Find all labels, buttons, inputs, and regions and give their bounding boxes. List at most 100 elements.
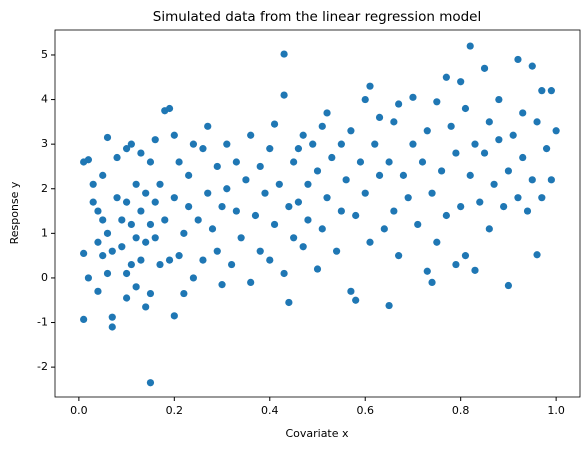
point xyxy=(151,234,159,242)
point xyxy=(552,127,560,135)
point xyxy=(447,122,455,130)
point xyxy=(385,158,393,166)
point xyxy=(380,225,388,233)
point xyxy=(299,131,307,139)
point xyxy=(299,243,307,251)
point xyxy=(461,104,470,113)
point xyxy=(418,158,427,166)
point xyxy=(366,82,374,90)
point xyxy=(514,194,522,202)
point xyxy=(146,158,155,166)
point xyxy=(89,198,97,206)
point xyxy=(371,140,379,148)
point xyxy=(356,158,365,166)
point xyxy=(99,252,107,260)
x-axis-label: Covariate x xyxy=(285,427,349,440)
point xyxy=(414,220,422,229)
point xyxy=(480,64,489,72)
x-tick-label: 0.0 xyxy=(70,404,88,417)
y-tick-label: 0 xyxy=(41,271,48,284)
point xyxy=(375,113,384,122)
point xyxy=(313,167,322,175)
point xyxy=(180,289,188,298)
point xyxy=(471,140,479,148)
point xyxy=(270,120,279,128)
point xyxy=(103,133,112,142)
point xyxy=(204,189,212,197)
y-tick-label: 4 xyxy=(41,93,48,106)
point xyxy=(132,234,140,242)
point xyxy=(223,140,231,148)
point xyxy=(542,145,551,153)
point xyxy=(442,73,450,81)
plot-frame xyxy=(54,29,581,398)
point xyxy=(266,256,274,264)
point xyxy=(395,252,403,260)
point xyxy=(433,238,441,246)
point xyxy=(528,62,536,70)
point xyxy=(122,145,131,153)
point xyxy=(323,194,331,202)
point xyxy=(523,207,532,215)
point xyxy=(256,247,264,255)
point xyxy=(500,202,508,211)
point xyxy=(213,162,221,171)
point xyxy=(127,260,135,269)
point xyxy=(170,131,178,139)
point xyxy=(127,220,135,229)
point xyxy=(514,55,522,64)
point xyxy=(103,229,112,237)
point xyxy=(538,194,546,202)
point xyxy=(290,234,298,242)
point xyxy=(118,243,126,251)
point xyxy=(466,42,474,50)
point xyxy=(156,260,164,269)
point xyxy=(409,93,417,101)
point xyxy=(218,281,226,289)
point xyxy=(122,269,131,278)
point xyxy=(480,149,489,157)
point xyxy=(318,225,326,233)
point xyxy=(318,122,326,130)
point xyxy=(390,207,398,215)
x-tick-label: 1.0 xyxy=(547,404,565,417)
point xyxy=(290,158,298,166)
point xyxy=(185,171,193,179)
point xyxy=(509,131,517,139)
point xyxy=(151,198,159,206)
point xyxy=(161,216,169,224)
point xyxy=(204,122,212,130)
point xyxy=(213,247,221,255)
point xyxy=(328,153,336,162)
point xyxy=(142,189,150,197)
point xyxy=(433,98,441,106)
point xyxy=(547,87,555,95)
point xyxy=(80,249,88,258)
point xyxy=(127,140,135,148)
point xyxy=(275,180,283,188)
point xyxy=(428,189,436,197)
point xyxy=(251,211,260,220)
point xyxy=(175,252,183,260)
point xyxy=(361,95,369,104)
point xyxy=(547,176,555,184)
point xyxy=(261,189,269,197)
point xyxy=(180,229,188,237)
point xyxy=(461,252,470,260)
point xyxy=(280,50,288,58)
point xyxy=(285,298,293,307)
point xyxy=(189,140,198,148)
point xyxy=(218,202,226,211)
point xyxy=(485,118,493,126)
point xyxy=(519,153,527,162)
point xyxy=(99,216,107,224)
point xyxy=(137,149,145,157)
y-tick-label: -2 xyxy=(37,360,48,373)
point xyxy=(122,198,131,206)
point xyxy=(495,136,503,144)
point xyxy=(390,118,398,126)
x-tick-label: 0.4 xyxy=(261,404,279,417)
point xyxy=(457,78,465,86)
point xyxy=(504,167,513,175)
